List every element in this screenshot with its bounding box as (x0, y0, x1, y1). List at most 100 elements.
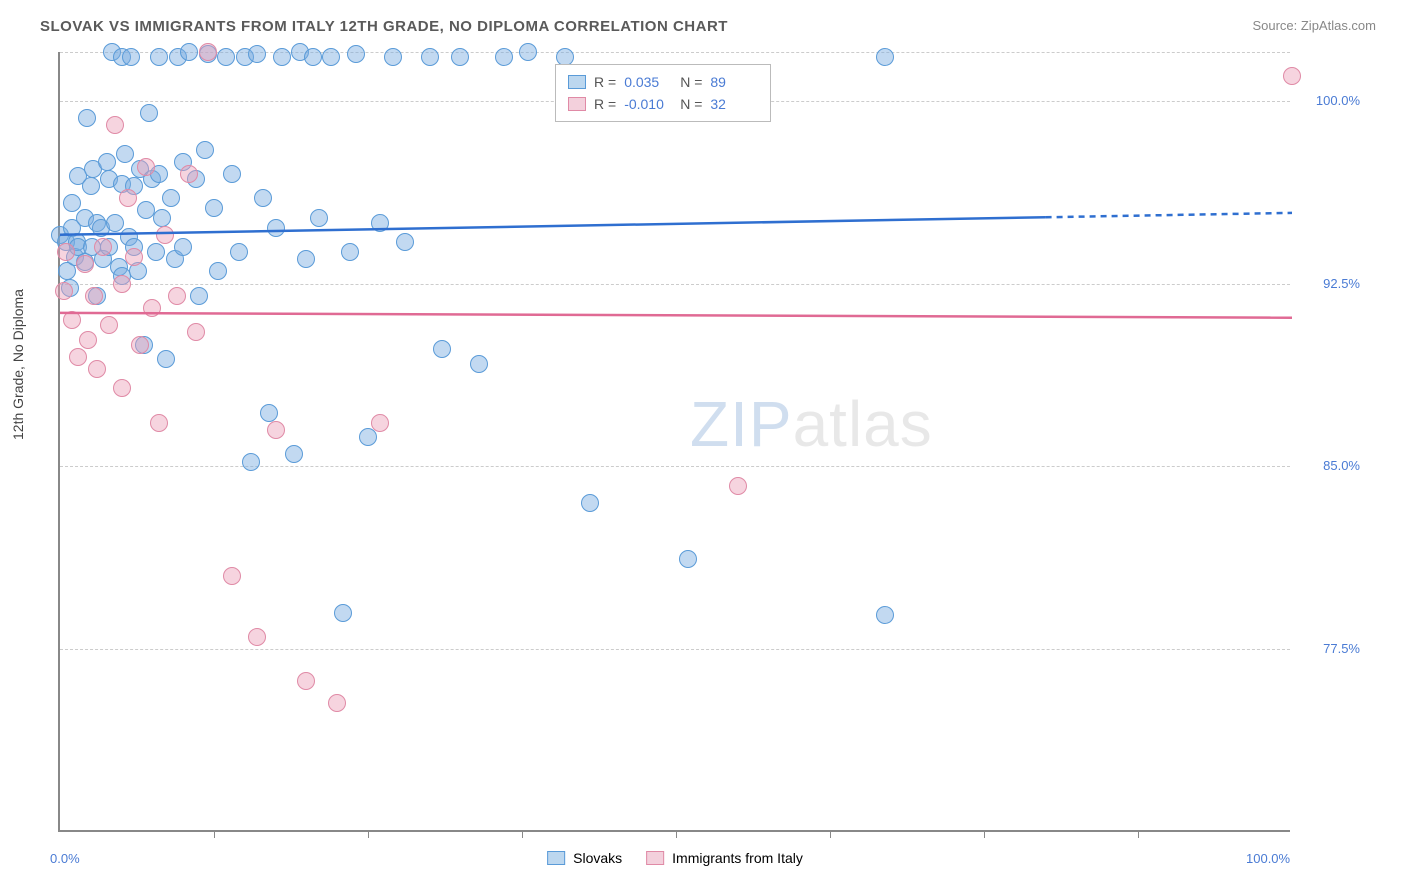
x-tick (1138, 830, 1139, 838)
scatter-point (125, 248, 143, 266)
scatter-point (396, 233, 414, 251)
legend-swatch (568, 75, 586, 89)
scatter-point (267, 219, 285, 237)
n-value: 89 (710, 74, 758, 90)
x-tick-label: 0.0% (50, 851, 80, 866)
scatter-point (217, 48, 235, 66)
n-label: N = (680, 96, 702, 112)
scatter-point (334, 604, 352, 622)
scatter-point (180, 165, 198, 183)
chart-title: SLOVAK VS IMMIGRANTS FROM ITALY 12TH GRA… (40, 18, 728, 35)
source-link[interactable]: ZipAtlas.com (1301, 18, 1376, 33)
scatter-point (230, 243, 248, 261)
scatter-point (94, 238, 112, 256)
scatter-point (209, 262, 227, 280)
scatter-point (433, 340, 451, 358)
legend-row: R =0.035N =89 (568, 71, 758, 93)
scatter-point (174, 238, 192, 256)
scatter-point (106, 214, 124, 232)
scatter-point (162, 189, 180, 207)
legend-stats: R =0.035N =89R =-0.010N =32 (555, 64, 771, 122)
trend-line-extrapolated (1046, 213, 1292, 217)
scatter-point (85, 287, 103, 305)
x-tick (830, 830, 831, 838)
scatter-point (122, 48, 140, 66)
y-tick-label: 77.5% (1323, 641, 1360, 656)
legend-swatch (646, 851, 664, 865)
x-tick (522, 830, 523, 838)
scatter-point (143, 299, 161, 317)
watermark: ZIPatlas (690, 387, 933, 461)
scatter-point (69, 348, 87, 366)
scatter-point (190, 287, 208, 305)
scatter-point (187, 323, 205, 341)
scatter-point (79, 331, 97, 349)
legend-swatch (547, 851, 565, 865)
scatter-point (137, 158, 155, 176)
scatter-point (267, 421, 285, 439)
legend-swatch (568, 97, 586, 111)
scatter-point (322, 48, 340, 66)
r-label: R = (594, 96, 616, 112)
scatter-point (76, 255, 94, 273)
scatter-point (100, 316, 118, 334)
scatter-point (119, 189, 137, 207)
r-value: -0.010 (624, 96, 672, 112)
scatter-point (242, 453, 260, 471)
scatter-point (150, 48, 168, 66)
r-label: R = (594, 74, 616, 90)
scatter-point (82, 177, 100, 195)
scatter-point (297, 672, 315, 690)
scatter-point (679, 550, 697, 568)
scatter-point (248, 45, 266, 63)
scatter-point (581, 494, 599, 512)
scatter-point (147, 243, 165, 261)
scatter-point (55, 282, 73, 300)
scatter-point (140, 104, 158, 122)
gridline (60, 649, 1290, 650)
scatter-point (729, 477, 747, 495)
scatter-point (421, 48, 439, 66)
trend-layer (60, 52, 1292, 832)
scatter-point (273, 48, 291, 66)
scatter-point (223, 567, 241, 585)
scatter-point (116, 145, 134, 163)
scatter-point (156, 226, 174, 244)
scatter-point (341, 243, 359, 261)
scatter-point (168, 287, 186, 305)
scatter-point (153, 209, 171, 227)
x-tick (368, 830, 369, 838)
y-tick-label: 85.0% (1323, 458, 1360, 473)
scatter-point (57, 243, 75, 261)
x-tick-label: 100.0% (1246, 851, 1290, 866)
scatter-point (1283, 67, 1301, 85)
scatter-point (310, 209, 328, 227)
scatter-point (384, 48, 402, 66)
scatter-point (196, 141, 214, 159)
scatter-point (347, 45, 365, 63)
scatter-point (285, 445, 303, 463)
scatter-point (297, 250, 315, 268)
scatter-point (371, 214, 389, 232)
scatter-point (131, 336, 149, 354)
scatter-point (157, 350, 175, 368)
scatter-point (78, 109, 96, 127)
source-label: Source: (1252, 18, 1300, 33)
scatter-point (470, 355, 488, 373)
scatter-point (199, 43, 217, 61)
x-tick (214, 830, 215, 838)
scatter-point (248, 628, 266, 646)
gridline (60, 284, 1290, 285)
scatter-point (223, 165, 241, 183)
scatter-point (106, 116, 124, 134)
scatter-point (88, 360, 106, 378)
y-tick-label: 92.5% (1323, 276, 1360, 291)
scatter-point (98, 153, 116, 171)
x-tick (676, 830, 677, 838)
scatter-point (205, 199, 223, 217)
scatter-point (63, 311, 81, 329)
x-tick (984, 830, 985, 838)
r-value: 0.035 (624, 74, 672, 90)
source: Source: ZipAtlas.com (1252, 18, 1376, 33)
scatter-point (254, 189, 272, 207)
